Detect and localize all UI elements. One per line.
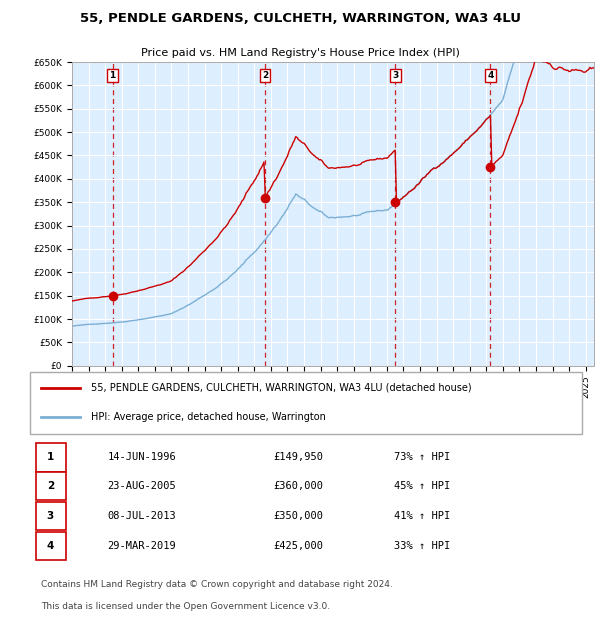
Text: 33% ↑ HPI: 33% ↑ HPI <box>394 541 451 551</box>
Text: 3: 3 <box>47 511 54 521</box>
FancyBboxPatch shape <box>35 502 66 530</box>
Text: 55, PENDLE GARDENS, CULCHETH, WARRINGTON, WA3 4LU: 55, PENDLE GARDENS, CULCHETH, WARRINGTON… <box>79 12 521 25</box>
Text: HPI: Average price, detached house, Warrington: HPI: Average price, detached house, Warr… <box>91 412 326 422</box>
Text: 41% ↑ HPI: 41% ↑ HPI <box>394 511 451 521</box>
Text: £360,000: £360,000 <box>273 481 323 491</box>
Text: 73% ↑ HPI: 73% ↑ HPI <box>394 453 451 463</box>
Text: £350,000: £350,000 <box>273 511 323 521</box>
Text: £149,950: £149,950 <box>273 453 323 463</box>
FancyBboxPatch shape <box>30 372 582 434</box>
Text: 1: 1 <box>47 453 54 463</box>
Text: 4: 4 <box>487 71 494 80</box>
Text: Contains HM Land Registry data © Crown copyright and database right 2024.: Contains HM Land Registry data © Crown c… <box>41 580 393 589</box>
Text: 1: 1 <box>109 71 116 80</box>
Text: 4: 4 <box>47 541 54 551</box>
Text: 2: 2 <box>262 71 268 80</box>
Text: 2: 2 <box>47 481 54 491</box>
Text: £425,000: £425,000 <box>273 541 323 551</box>
Text: 29-MAR-2019: 29-MAR-2019 <box>107 541 176 551</box>
Text: 45% ↑ HPI: 45% ↑ HPI <box>394 481 451 491</box>
Text: 3: 3 <box>392 71 398 80</box>
FancyBboxPatch shape <box>35 472 66 500</box>
FancyBboxPatch shape <box>35 443 66 472</box>
Text: 08-JUL-2013: 08-JUL-2013 <box>107 511 176 521</box>
FancyBboxPatch shape <box>35 532 66 560</box>
Text: 14-JUN-1996: 14-JUN-1996 <box>107 453 176 463</box>
Text: This data is licensed under the Open Government Licence v3.0.: This data is licensed under the Open Gov… <box>41 601 330 611</box>
Text: 23-AUG-2005: 23-AUG-2005 <box>107 481 176 491</box>
Text: Price paid vs. HM Land Registry's House Price Index (HPI): Price paid vs. HM Land Registry's House … <box>140 48 460 58</box>
Text: 55, PENDLE GARDENS, CULCHETH, WARRINGTON, WA3 4LU (detached house): 55, PENDLE GARDENS, CULCHETH, WARRINGTON… <box>91 383 472 392</box>
